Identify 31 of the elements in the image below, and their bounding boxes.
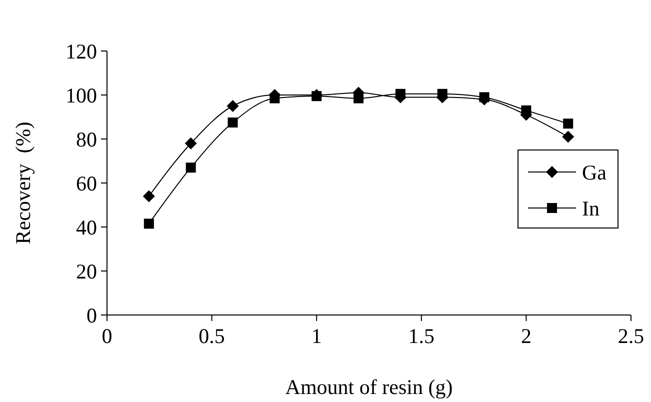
x-tick-label: 0.5: [198, 324, 225, 348]
x-axis-title: Amount of resin (g): [285, 375, 453, 399]
y-tick-label: 120: [66, 39, 97, 64]
legend-label: In: [582, 196, 600, 220]
point: [437, 88, 448, 99]
y-axis-title: Recovery (%): [11, 122, 35, 244]
point: [186, 162, 196, 173]
x-tick-label: 2.5: [618, 324, 644, 348]
y-tick-label: 60: [76, 171, 97, 196]
y-tick-label: 40: [76, 215, 97, 240]
point: [270, 93, 280, 104]
point: [521, 105, 532, 116]
y-tick-label: 100: [66, 83, 97, 108]
x-tick-label: 1: [311, 324, 322, 348]
point: [226, 100, 239, 112]
point: [563, 118, 574, 129]
x-tick-label: 0: [102, 324, 112, 348]
point: [142, 190, 155, 202]
point: [184, 137, 197, 150]
point: [479, 92, 490, 102]
point: [395, 88, 406, 99]
legend-label: Ga: [582, 160, 608, 184]
x-tick-label: 1.5: [408, 324, 435, 348]
point: [354, 93, 364, 104]
point: [228, 118, 238, 128]
y-tick-label: 80: [76, 127, 97, 152]
point: [562, 130, 574, 143]
x-tick-label: 2: [520, 324, 532, 348]
y-tick-label: 20: [76, 259, 97, 284]
y-tick-label: 0: [86, 303, 97, 328]
point: [144, 218, 154, 229]
